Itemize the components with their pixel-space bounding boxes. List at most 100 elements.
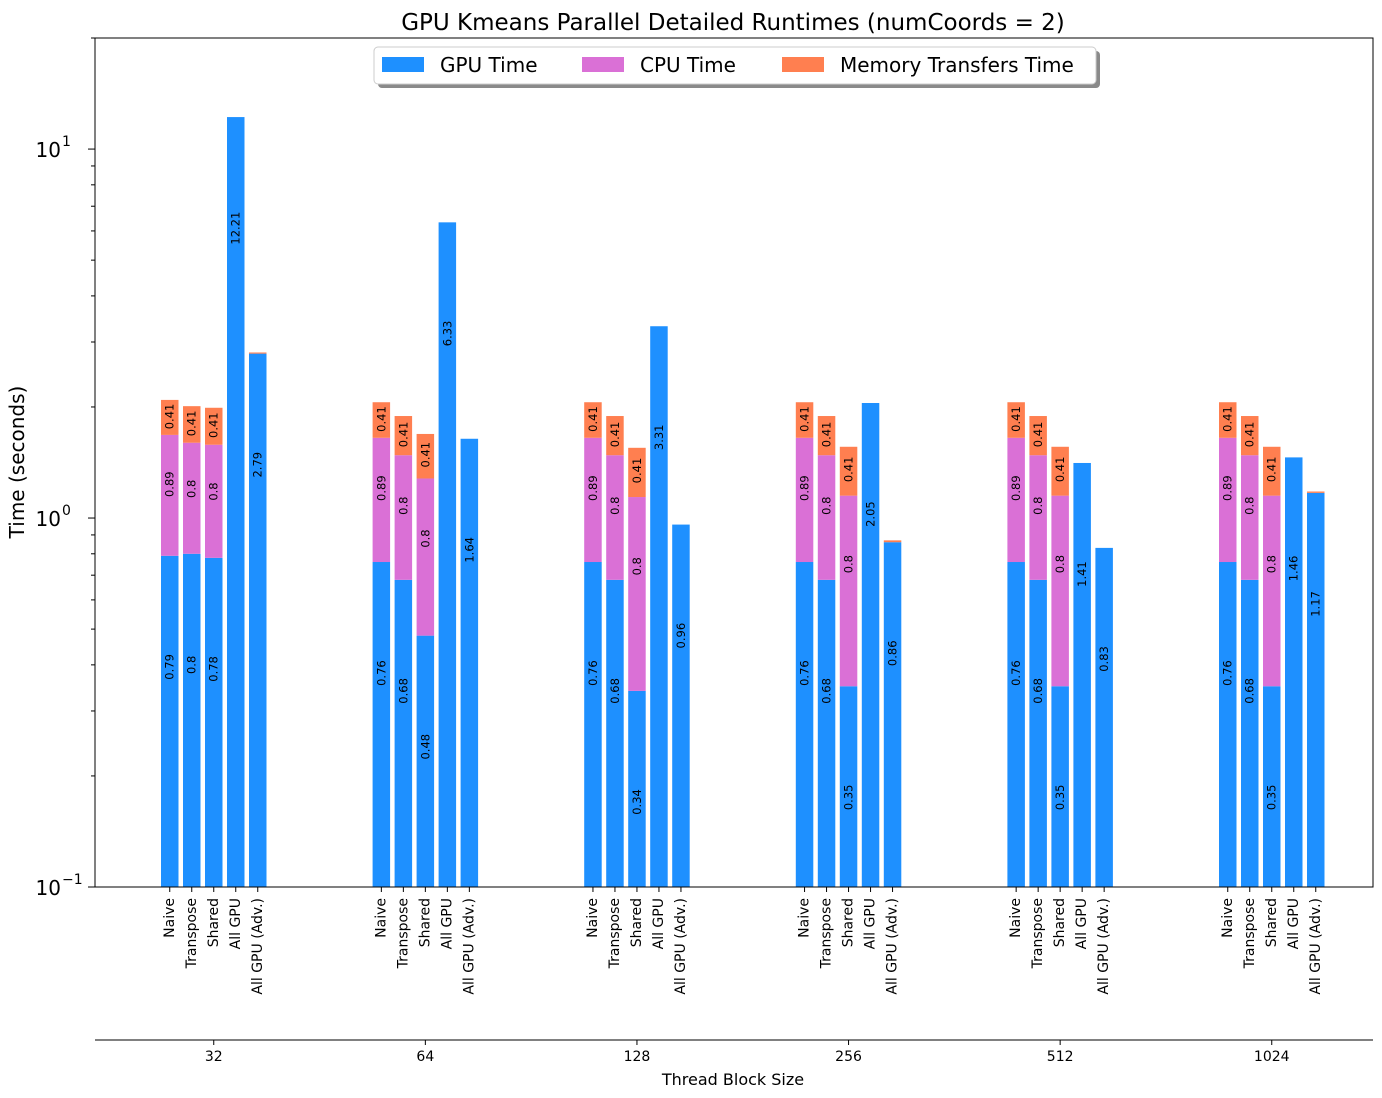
group-label: 64 [416,1049,434,1065]
data-label: 0.83 [1097,646,1111,672]
bar-segment-cpu-time [795,437,814,563]
x-tick-label: Naive [797,898,813,938]
bar-segment-gpu-time [861,403,880,887]
group-label: 32 [205,1049,223,1065]
data-label: 0.41 [374,406,388,432]
x-tick-label: Transpose [1242,898,1258,969]
data-label: 0.68 [1031,678,1045,704]
bar-segment-gpu-time [183,553,201,887]
bar-segment-gpu-time [438,222,457,887]
data-label: 0.41 [820,422,834,448]
bar-segment-gpu-time [883,542,902,887]
data-label: 0.48 [418,734,432,760]
bar-segment-cpu-time [1051,495,1069,687]
x-tick-label: All GPU (Adv.) [1096,898,1112,995]
bar-segment-memory-transfers-time [839,446,858,496]
x-tick-label: Transpose [184,898,200,969]
plot-frame [94,37,1374,888]
data-label: 0.8 [207,482,221,500]
data-label: 0.41 [608,422,622,448]
data-label: 6.33 [440,321,454,347]
data-label: 0.96 [674,623,688,649]
bar-segment-memory-transfers-time [584,402,602,438]
legend-swatch [382,57,424,72]
data-label: 0.41 [842,457,856,483]
bar-segment-cpu-time [839,495,858,687]
data-label: 0.41 [1053,457,1067,483]
data-label: 0.8 [608,497,622,515]
x-tick-label: All GPU (Adv.) [1308,898,1324,995]
bar-segment-cpu-time [817,455,836,580]
data-label: 1.46 [1287,556,1301,582]
bar-segment-gpu-time [1263,686,1281,887]
data-label: 0.41 [1265,457,1279,483]
bar-segment-cpu-time [584,437,602,563]
bar-segment-memory-transfers-time [1219,402,1237,438]
bar-segment-memory-transfers-time [795,402,814,438]
bar-segment-memory-transfers-time [161,399,179,435]
data-label: 0.41 [1031,422,1045,448]
data-label: 0.35 [842,785,856,811]
data-label: 0.41 [1243,422,1257,448]
bar-segment-memory-transfers-time [1241,416,1259,456]
y-tick-label: 10 [36,876,61,900]
x-tick-label: Naive [1008,898,1024,938]
data-label: 0.35 [1265,785,1279,811]
data-label: 0.8 [1031,497,1045,515]
bar-segment-memory-transfers-time [416,433,435,479]
x-tick-label: All GPU [439,898,455,949]
chart-title: GPU Kmeans Parallel Detailed Runtimes (n… [401,10,1065,36]
bar-segment-gpu-time [416,635,435,887]
legend-swatch [582,57,624,72]
data-label: 0.41 [185,411,199,437]
x-tick-label: Transpose [1030,898,1046,969]
data-label: 0.8 [1265,555,1279,573]
x-tick-label: All GPU (Adv.) [885,898,901,995]
x-tick-label: Naive [162,898,178,938]
data-label: 0.8 [1243,497,1257,515]
y-tick-label: 10 [36,138,61,162]
bar-segment-memory-transfers-time [1029,416,1047,456]
x-tick-label: Transpose [395,898,411,969]
bar-segment-gpu-time [394,579,413,887]
bar-segment-memory-transfers-time [817,416,836,456]
data-label: 0.41 [396,422,410,448]
x-tick-label: Shared [629,898,645,947]
y-tick-label: 10 [36,507,61,531]
bar-segment-cpu-time [183,442,201,554]
bar-segment-gpu-time [161,555,179,887]
legend: GPU Time CPU Time Memory Transfers Time [373,46,1100,88]
data-label: 0.76 [1221,660,1235,686]
bar-segment-memory-transfers-time [372,402,391,438]
data-label: 0.76 [374,660,388,686]
x-tick-label: All GPU (Adv.) [673,898,689,995]
data-label: 3.31 [652,425,666,451]
bar-segment-cpu-time [1007,437,1025,563]
data-label: 0.68 [608,678,622,704]
data-label: 1.41 [1075,561,1089,587]
data-label: 0.41 [1221,406,1235,432]
data-label: 0.89 [374,475,388,501]
data-label: 0.41 [418,442,432,468]
x-implementation-labels: Naive Transpose Shared All GPU All GPU (Adv.… [162,887,1324,995]
y-axis-label: Time (seconds) [5,386,29,540]
bar-segment-cpu-time [606,455,624,580]
bar-segment-gpu-time [1241,579,1259,887]
bar-segment-gpu-time [1285,457,1303,887]
x-tick-label: Shared [1052,898,1068,947]
bar-segment-cpu-time [205,444,223,558]
data-label: 0.41 [798,406,812,432]
data-label: 0.8 [396,497,410,515]
data-label: 0.8 [1053,555,1067,573]
x-tick-label: Transpose [607,898,623,969]
legend-label: GPU Time [440,53,538,77]
bar-segment-gpu-time [1029,579,1047,887]
bar-segment-memory-transfers-time [1051,446,1069,496]
bar-segment-cpu-time [161,434,179,556]
data-label: 0.89 [1221,475,1235,501]
bar-segment-gpu-time [672,524,690,887]
x-tick-label: Transpose [819,898,835,969]
x-tick-label: All GPU [651,898,667,949]
bar-segment-gpu-time [1307,492,1325,887]
